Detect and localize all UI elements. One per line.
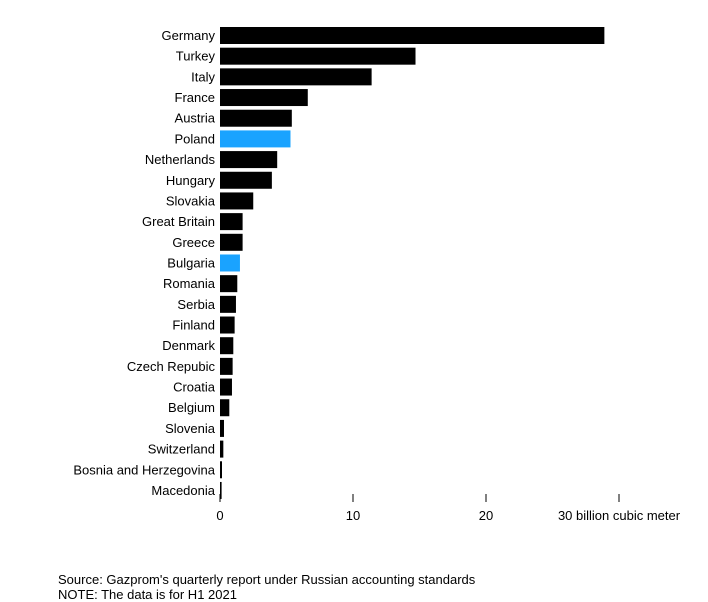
category-label-switzerland: Switzerland <box>148 442 215 457</box>
bar-austria <box>220 109 292 127</box>
category-label-france: France <box>175 90 215 105</box>
bar-poland <box>220 130 291 148</box>
category-label-great-britain: Great Britain <box>142 214 215 229</box>
bar-bulgaria <box>220 254 240 272</box>
category-label-bulgaria: Bulgaria <box>167 255 215 270</box>
category-label-slovenia: Slovenia <box>165 421 216 436</box>
category-label-bosnia-and-herzegovina: Bosnia and Herzegovina <box>73 462 215 477</box>
bar-czech-repubic <box>220 357 233 375</box>
x-tick-label-20: 20 <box>479 508 493 523</box>
x-axis: 0 10 20 30 billion cubic meter <box>216 494 681 523</box>
category-label-czech-repubic: Czech Repubic <box>127 359 216 374</box>
bar-slovakia <box>220 192 254 210</box>
category-label-serbia: Serbia <box>177 297 215 312</box>
category-label-denmark: Denmark <box>162 338 215 353</box>
bar-germany <box>220 27 605 44</box>
category-label-poland: Poland <box>175 131 215 146</box>
bar-serbia <box>220 295 236 313</box>
category-label-netherlands: Netherlands <box>145 152 216 167</box>
bar-netherlands <box>220 151 278 169</box>
category-label-finland: Finland <box>172 318 215 333</box>
bar-bosnia-and-herzegovina <box>220 461 222 479</box>
bar-great-britain <box>220 213 243 231</box>
x-tick-label-0: 0 <box>216 508 223 523</box>
category-label-greece: Greece <box>172 235 215 250</box>
bar-denmark <box>220 337 234 355</box>
bar-switzerland <box>220 440 224 458</box>
bar-hungary <box>220 171 272 189</box>
bar-romania <box>220 275 238 293</box>
category-label-italy: Italy <box>191 69 215 84</box>
bar-turkey <box>220 47 416 65</box>
category-labels: Germany Turkey Italy France Austria Poland Net… <box>73 28 215 498</box>
chart-footer: Source: Gazprom's quarterly report under… <box>58 572 698 602</box>
bar-italy <box>220 68 372 86</box>
data-note: NOTE: The data is for H1 2021 <box>58 587 237 602</box>
category-label-belgium: Belgium <box>168 400 215 415</box>
bar-france <box>220 89 308 107</box>
category-label-macedonia: Macedonia <box>151 483 215 498</box>
bar-chart: Germany Turkey Italy France Austria Poland Net… <box>73 27 681 523</box>
category-label-slovakia: Slovakia <box>166 193 216 208</box>
category-label-romania: Romania <box>163 276 216 291</box>
category-label-hungary: Hungary <box>166 173 216 188</box>
category-label-austria: Austria <box>175 111 216 126</box>
bar-belgium <box>220 399 230 417</box>
source-note: Source: Gazprom's quarterly report under… <box>58 572 476 587</box>
bar-finland <box>220 316 235 334</box>
bar-greece <box>220 233 243 251</box>
category-label-germany: Germany <box>162 28 216 43</box>
x-tick-label-30: 30 billion cubic meter <box>558 508 681 523</box>
bar-croatia <box>220 378 232 396</box>
category-label-croatia: Croatia <box>173 380 216 395</box>
bar-slovenia <box>220 419 224 437</box>
x-tick-label-10: 10 <box>346 508 360 523</box>
bars-group <box>220 27 605 499</box>
bar-macedonia <box>220 481 222 499</box>
category-label-turkey: Turkey <box>176 49 216 64</box>
